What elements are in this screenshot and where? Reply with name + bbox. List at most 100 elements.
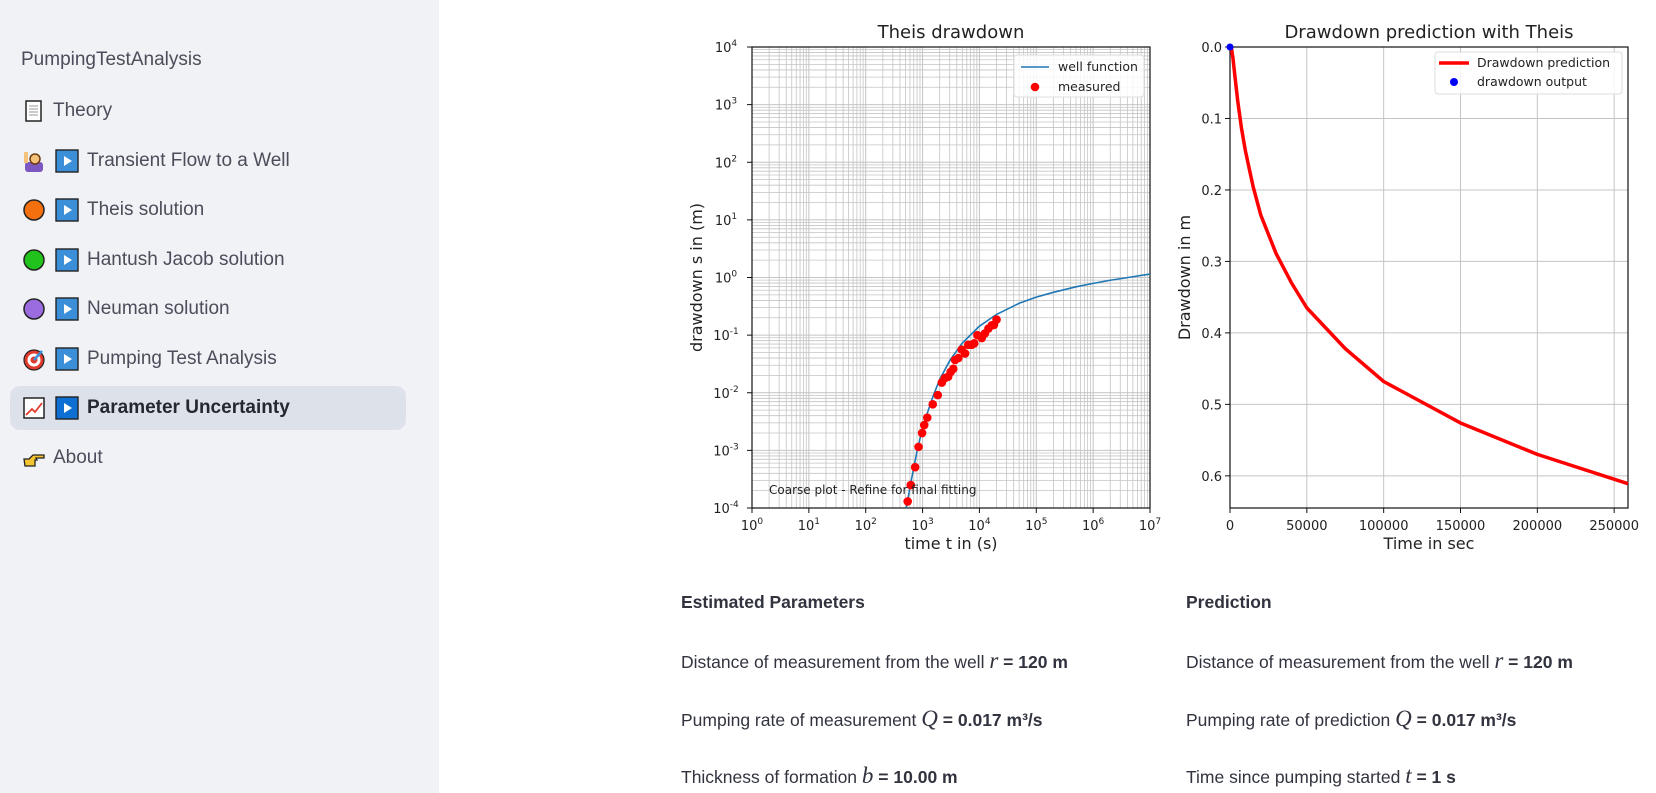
x-tick-label: 100000 (1359, 519, 1409, 534)
tick-exponent: 2 (871, 517, 877, 527)
sidebar-item-pumping-test-analysis[interactable]: Pumping Test Analysis (10, 337, 406, 381)
measured-point (992, 315, 1001, 324)
y-tick-label: 0.2 (1201, 184, 1222, 199)
sidebar-item-label: Neuman solution (87, 298, 230, 319)
y-tick-label: 0.0 (1201, 41, 1222, 56)
target-icon (22, 347, 46, 371)
tick-exponent: 0 (757, 517, 763, 527)
math-variable: t (1405, 763, 1412, 788)
tick-exponent: 1 (814, 517, 820, 527)
legend-label: well function (1058, 59, 1138, 74)
chart-annotation: Coarse plot - Refine for final fitting (769, 483, 976, 497)
tick-base: 10 (713, 444, 730, 459)
row-value: = 10.00 m (878, 767, 958, 787)
drawdown-output-point (1226, 43, 1234, 51)
y-tick-label: 10-4 (713, 500, 739, 517)
sidebar-item-neuman-solution[interactable]: Neuman solution (10, 287, 406, 331)
row-value: = 120 m (1003, 652, 1068, 672)
row-label: Thickness of formation (681, 767, 858, 787)
x-tick-label: 150000 (1436, 519, 1486, 534)
legend-label: Drawdown prediction (1477, 55, 1610, 70)
y-tick-label: 0.6 (1201, 470, 1222, 485)
tick-exponent: 5 (1042, 517, 1048, 527)
tick-exponent: 3 (731, 97, 737, 107)
tick-exponent: 4 (985, 517, 991, 527)
tick-exponent: 1 (731, 212, 737, 222)
x-tick-label: 0 (1226, 519, 1234, 534)
row-label: Pumping rate of prediction (1186, 709, 1391, 730)
tick-exponent: 6 (1099, 517, 1105, 527)
x-tick-label: 250000 (1589, 519, 1639, 534)
sidebar-item-parameter-uncertainty[interactable]: Parameter Uncertainty (10, 386, 406, 430)
tick-base: 10 (713, 387, 730, 402)
x-tick-label: 50000 (1286, 519, 1327, 534)
legend-marker-swatch (1030, 82, 1040, 92)
tick-base: 10 (741, 519, 758, 534)
sidebar-item-label: Transient Flow to a Well (87, 149, 290, 171)
tick-exponent: 2 (731, 154, 737, 164)
tick-base: 10 (715, 156, 732, 171)
sidebar-item-theory[interactable]: Theory (10, 89, 406, 133)
x-axis-label: time t in (s) (904, 534, 997, 553)
play-icon (55, 346, 79, 371)
tick-base: 10 (713, 502, 730, 517)
row-value: = 0.017 m³/s (942, 709, 1043, 730)
y-axis-label: Drawdown in m (1175, 215, 1194, 340)
measured-point (906, 480, 916, 490)
y-tick-label: 10-1 (713, 327, 739, 344)
y-tick-label: 101 (715, 212, 737, 229)
tick-base: 10 (1139, 519, 1156, 534)
measured-point (948, 364, 958, 374)
tick-base: 10 (1082, 519, 1099, 534)
chart-increasing-icon (22, 396, 46, 420)
row-label: Time since pumping started (1186, 767, 1401, 787)
prediction-row: Distance of measurement from the well r … (1186, 648, 1573, 674)
measured-point (910, 462, 920, 472)
math-variable: r (989, 648, 999, 673)
green-circle-icon (22, 248, 46, 272)
axes-frame (1229, 46, 1629, 509)
y-tick-label: 0.3 (1201, 255, 1222, 270)
math-variable: Q (921, 705, 938, 731)
purple-circle-icon (22, 297, 46, 321)
x-tick-label: 107 (1139, 517, 1161, 534)
y-tick-label: 103 (715, 97, 737, 114)
tick-base: 10 (715, 272, 732, 287)
y-axis-label: drawdown s in (m) (687, 203, 706, 352)
math-variable: b (861, 763, 874, 788)
x-tick-label: 103 (911, 517, 933, 534)
row-label: Pumping rate of measurement (681, 709, 917, 730)
y-tick-label: 10-2 (713, 385, 739, 402)
play-icon (55, 148, 79, 173)
tick-exponent: -4 (730, 500, 739, 510)
legend-label: measured (1058, 79, 1120, 94)
tick-exponent: -2 (730, 385, 739, 395)
sidebar-item-hantush-jacob-solution[interactable]: Hantush Jacob solution (10, 238, 406, 282)
sidebar-item-theis-solution[interactable]: Theis solution (10, 188, 406, 232)
prediction-row: Time since pumping started t = 1 s (1186, 763, 1456, 789)
y-tick-label: 10-3 (713, 442, 739, 459)
sidebar-item-transient-flow-to-a-well[interactable]: Transient Flow to a Well (10, 139, 406, 183)
y-tick-label: 0.5 (1201, 398, 1222, 413)
sidebar-item-label: Pumping Test Analysis (87, 347, 277, 369)
math-variable: r (1494, 648, 1504, 673)
y-tick-label: 0.1 (1201, 112, 1222, 127)
x-tick-label: 105 (1025, 517, 1047, 534)
chart-title: Drawdown prediction with Theis (1284, 22, 1573, 43)
params-row: Pumping rate of measurement Q = 0.017 m³… (681, 706, 1043, 732)
measured-point (914, 442, 923, 452)
prediction-row: Pumping rate of prediction Q = 0.017 m³/… (1186, 706, 1516, 732)
y-tick-label: 100 (715, 270, 738, 287)
pointing-hand-icon (22, 446, 46, 470)
sidebar-item-label: Theis solution (87, 199, 205, 220)
tick-base: 10 (855, 519, 872, 534)
measured-point (919, 420, 929, 430)
sidebar-item-label: About (53, 446, 103, 468)
tick-base: 10 (911, 519, 928, 534)
tick-exponent: 3 (928, 517, 934, 527)
play-icon (55, 297, 79, 321)
app-title: PumpingTestAnalysis (21, 49, 202, 70)
measured-point (954, 353, 963, 363)
sidebar-item-about[interactable]: About (10, 436, 406, 480)
